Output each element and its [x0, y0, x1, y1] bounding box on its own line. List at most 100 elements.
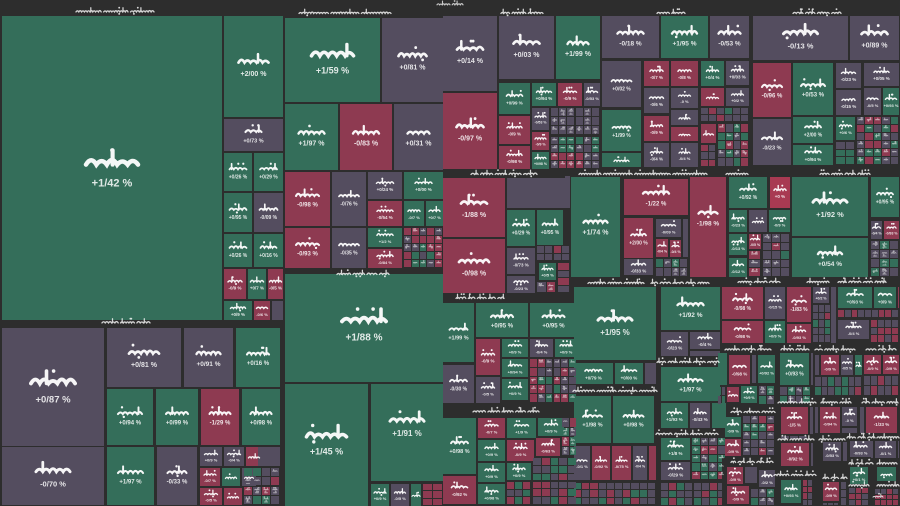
svg-text:+1/93 %: +1/93 %	[666, 417, 683, 422]
svg-text:+1/91 %: +1/91 %	[392, 429, 422, 438]
svg-text:-0/5 %: -0/5 %	[482, 391, 494, 396]
svg-text:+1/92 %: +1/92 %	[816, 210, 844, 219]
svg-text:+0/95 %: +0/95 %	[876, 199, 895, 205]
svg-text:-0/09 %: -0/09 %	[260, 215, 278, 221]
svg-text:+0/03 %: +0/03 %	[514, 52, 541, 59]
svg-text:-0/4 %: -0/4 %	[536, 349, 548, 354]
svg-text:+0 %: +0 %	[775, 194, 785, 199]
svg-text:+0/4 %: +0/4 %	[705, 75, 719, 80]
svg-text:-0/73 %: -0/73 %	[513, 262, 529, 267]
svg-text:+2/00 %: +2/00 %	[629, 240, 648, 246]
svg-text:+1/99 %: +1/99 %	[612, 133, 631, 139]
svg-text:-0/12 %: -0/12 %	[731, 269, 745, 274]
svg-text:-0/98 %: -0/98 %	[297, 202, 318, 208]
svg-text:-1/83 %: -1/83 %	[790, 307, 808, 313]
svg-text:+0/93 %: +0/93 %	[884, 103, 899, 108]
svg-text:-0/54 %: -0/54 %	[377, 215, 393, 220]
svg-text:-0/7 %: -0/7 %	[486, 429, 498, 434]
svg-text:+0/93 %: +0/93 %	[785, 371, 804, 377]
svg-text:-0/70 %: -0/70 %	[40, 479, 66, 488]
svg-text:+0/02 %: +0/02 %	[612, 86, 631, 92]
svg-text:-0/5 %: -0/5 %	[394, 496, 406, 501]
svg-text:+1/74 %: +1/74 %	[583, 230, 610, 237]
svg-text:-0/1 %: -0/1 %	[576, 464, 588, 469]
svg-text:+0/9 %: +0/9 %	[560, 349, 573, 354]
svg-text:-0/98 %: -0/98 %	[732, 371, 748, 376]
svg-text:-0/9 %: -0/9 %	[774, 222, 786, 227]
svg-text:+0/94 %: +0/94 %	[536, 96, 553, 101]
svg-text:-0/9 %: -0/9 %	[535, 143, 546, 147]
svg-text:-0/6 %: -0/6 %	[256, 312, 268, 317]
svg-text:-0/5 %: -0/5 %	[750, 243, 761, 247]
svg-text:+0/9 %: +0/9 %	[513, 473, 526, 478]
svg-text:-0/09 %: -0/09 %	[662, 229, 676, 234]
svg-text:-0/9 %: -0/9 %	[729, 477, 741, 482]
svg-text:-0/93 %: -0/93 %	[792, 335, 806, 340]
svg-text:+0/99 %: +0/99 %	[506, 100, 523, 105]
svg-text:+0/29 %: +0/29 %	[512, 230, 531, 236]
svg-text:-0/13 %: -0/13 %	[731, 246, 745, 251]
svg-text:+0/9 %: +0/9 %	[205, 457, 218, 462]
svg-text:+1/97 %: +1/97 %	[679, 387, 702, 393]
svg-text:+1/59 %: +1/59 %	[316, 66, 349, 76]
svg-text:-0/98 %: -0/98 %	[735, 334, 751, 339]
svg-text:-0/4 %: -0/4 %	[698, 342, 711, 347]
svg-text:-0/9 %: -0/9 %	[727, 449, 739, 454]
svg-text:+0/94 %: +0/94 %	[805, 157, 822, 162]
svg-text:-0/63 %: -0/63 %	[541, 448, 555, 453]
svg-text:-0/53 %: -0/53 %	[825, 453, 839, 458]
svg-text:+0/95 %: +0/95 %	[229, 215, 248, 221]
svg-text:+1/97 %: +1/97 %	[119, 479, 142, 485]
svg-text:-0/93 %: -0/93 %	[885, 232, 898, 236]
svg-text:-1/22 %: -1/22 %	[646, 201, 667, 207]
svg-text:-0/43 %: -0/43 %	[692, 417, 708, 422]
svg-text:-0/83 %: -0/83 %	[354, 141, 379, 148]
svg-text:-0/9 %: -0/9 %	[727, 428, 739, 433]
svg-text:+0/54 %: +0/54 %	[818, 261, 842, 268]
svg-text:+0/95 %: +0/95 %	[542, 323, 565, 329]
svg-text:-0/9 %: -0/9 %	[515, 452, 527, 457]
svg-text:+0/92 %: +0/92 %	[759, 370, 774, 375]
svg-text:-0/7 %: -0/7 %	[650, 75, 663, 80]
svg-text:+1/99 %: +1/99 %	[448, 335, 468, 341]
svg-text:-0/98 %: -0/98 %	[734, 306, 752, 312]
svg-text:+0/00 %: +0/00 %	[621, 375, 638, 380]
svg-text:+2/00 %: +2/00 %	[241, 71, 268, 78]
svg-text:-1/29 %: -1/29 %	[210, 420, 231, 426]
svg-text:+0/94 %: +0/94 %	[119, 420, 142, 426]
svg-text:-0/6 %: -0/6 %	[650, 102, 663, 107]
svg-text:+0/53 %: +0/53 %	[802, 93, 825, 99]
svg-text:+0/9 %: +0/9 %	[509, 391, 522, 396]
svg-text:-0/9 %: -0/9 %	[508, 131, 521, 136]
svg-text:+0/9 %: +0/9 %	[509, 349, 522, 354]
svg-text:-0/4 %: -0/4 %	[635, 465, 646, 469]
svg-text:+0/26 %: +0/26 %	[229, 174, 248, 180]
svg-text:+0/9 %: +0/9 %	[231, 312, 245, 317]
svg-text:+0/26 %: +0/26 %	[229, 253, 248, 259]
svg-text:+0/9 %: +0/9 %	[769, 333, 782, 338]
svg-text:-0/97 %: -0/97 %	[458, 136, 483, 143]
svg-text:+0/98 %: +0/98 %	[250, 420, 273, 426]
svg-text:-0/2 %: -0/2 %	[761, 480, 773, 485]
svg-text:-1/88 %: -1/88 %	[462, 212, 487, 219]
svg-text:+0/7 %: +0/7 %	[428, 215, 441, 220]
svg-text:-0/8 %: -0/8 %	[678, 75, 691, 80]
svg-text:-0/5 %: -0/5 %	[205, 497, 217, 502]
svg-text:+0/94 %: +0/94 %	[508, 369, 523, 374]
svg-text:-0/5 %: -0/5 %	[867, 103, 879, 108]
svg-text:-0/96 %: -0/96 %	[762, 94, 783, 100]
svg-text:+0/9 %: +0/9 %	[485, 452, 498, 457]
svg-text:-0/15 %: -0/15 %	[768, 304, 782, 309]
svg-text:+0/89 %: +0/89 %	[862, 42, 889, 49]
svg-text:-0/4 %: -0/4 %	[871, 232, 882, 236]
svg-text:-0/1 %: -0/1 %	[880, 451, 892, 456]
svg-text:+0/9 %: +0/9 %	[744, 396, 756, 400]
svg-text:-0/33 %: -0/33 %	[631, 268, 647, 273]
svg-text:-0 %: -0 %	[680, 99, 689, 104]
svg-text:+0/98 %: +0/98 %	[484, 495, 499, 500]
svg-text:+0/92 %: +0/92 %	[739, 195, 758, 201]
svg-text:-0/4 %: -0/4 %	[670, 250, 681, 254]
svg-text:+0/98 %: +0/98 %	[534, 162, 548, 166]
svg-text:+0/98 %: +0/98 %	[623, 422, 643, 428]
svg-text:-0/4 %: -0/4 %	[657, 250, 668, 254]
